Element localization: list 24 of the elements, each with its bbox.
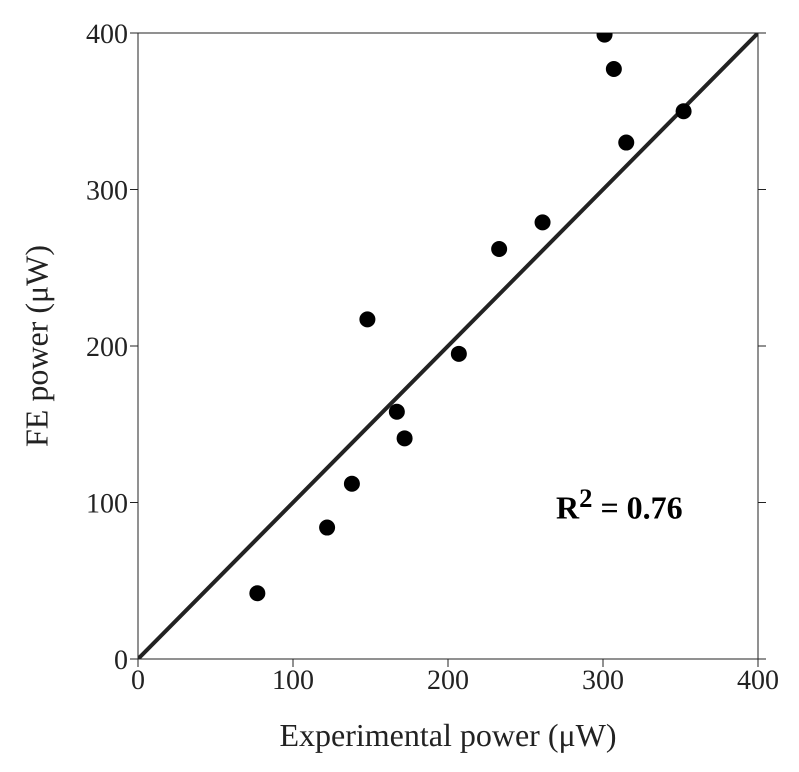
y-tick-label: 400 <box>86 18 128 50</box>
point <box>618 134 634 151</box>
y-tick-label: 100 <box>86 488 128 520</box>
y-axis-title: FE power (μW) <box>18 245 54 447</box>
x-tick-label: 400 <box>737 664 779 696</box>
point <box>450 346 467 362</box>
annotation: R$^{2}$ = 0.76 <box>556 483 683 527</box>
point <box>396 430 413 446</box>
x-tick-label: 200 <box>427 664 469 696</box>
x-tick-label: 100 <box>272 664 314 696</box>
x-axis-title: Experimental power (μW) <box>279 717 617 753</box>
x-tick-label: 300 <box>582 664 624 696</box>
point <box>534 214 551 230</box>
point <box>319 520 336 536</box>
point <box>344 476 360 492</box>
point <box>359 311 376 328</box>
y-tick-label: 200 <box>86 332 128 363</box>
y-tick-label: 0 <box>114 644 128 676</box>
point <box>606 60 622 77</box>
point <box>676 103 692 120</box>
point <box>388 404 405 420</box>
point <box>249 585 266 602</box>
y-tick-label: 300 <box>86 175 128 206</box>
point <box>491 240 508 257</box>
